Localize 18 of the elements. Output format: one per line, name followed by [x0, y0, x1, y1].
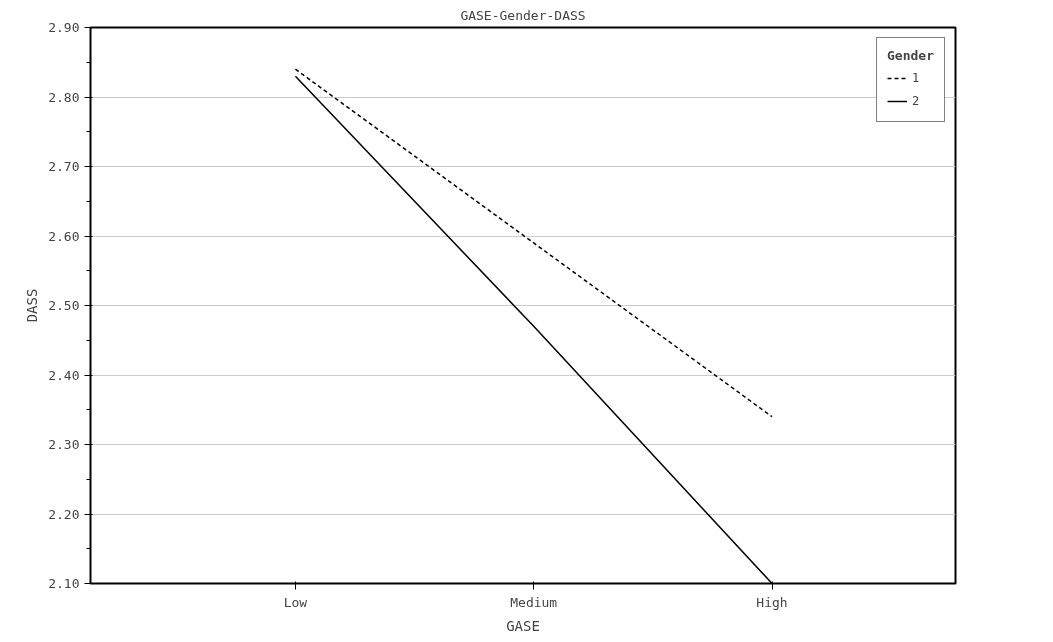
y-tick-label: 2.60 [48, 228, 80, 244]
y-tick-label: 2.10 [48, 576, 80, 591]
y-tick-label: 2.90 [48, 20, 80, 35]
x-tick-label: Low [283, 594, 308, 610]
x-tick-label: Medium [510, 594, 558, 610]
legend-label: 2 [912, 94, 921, 108]
legend-title: Gender [887, 48, 934, 63]
y-tick-label: 2.80 [48, 89, 80, 105]
y-axis-title: DASS [24, 288, 41, 323]
x-axis-title: GASE [506, 617, 540, 634]
x-tick-label: High [756, 594, 788, 610]
legend-label: 1 [912, 71, 921, 85]
y-tick-label: 2.40 [48, 367, 80, 383]
y-tick-label: 2.50 [48, 298, 80, 313]
y-tick-label: 2.20 [48, 506, 80, 522]
chart-title: GASE-Gender-DASS [460, 7, 586, 23]
y-tick-label: 2.30 [48, 437, 80, 452]
y-tick-label: 2.70 [48, 159, 80, 174]
